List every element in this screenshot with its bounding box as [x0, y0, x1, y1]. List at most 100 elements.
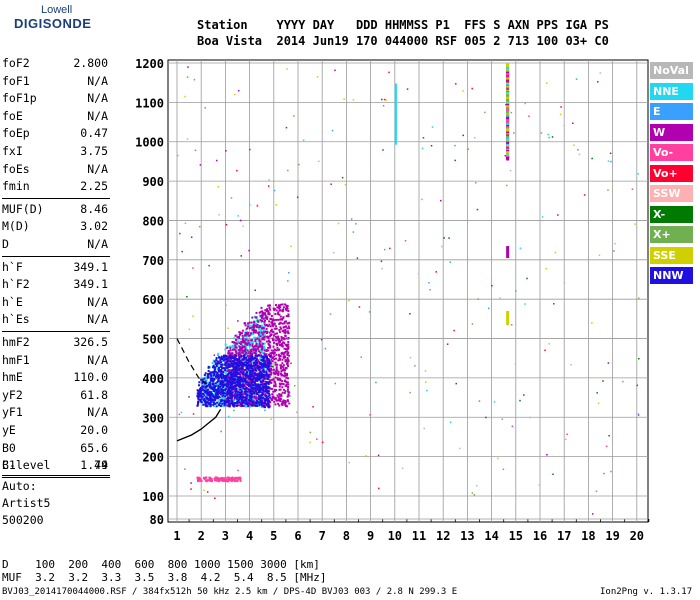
echo-point	[249, 395, 252, 398]
echo-point	[226, 403, 228, 405]
echo-point	[238, 354, 241, 357]
echo-point	[320, 338, 323, 341]
echo-point	[265, 335, 268, 338]
echo-point	[252, 369, 255, 372]
echo-point	[284, 329, 287, 332]
echo-point	[394, 102, 397, 106]
echo-point	[223, 355, 226, 358]
echo-point	[225, 365, 228, 368]
echo-point	[203, 399, 206, 402]
echo-point	[265, 396, 268, 399]
echo-point	[244, 379, 247, 382]
echo-point	[204, 380, 207, 383]
echo-point	[244, 382, 247, 385]
x-tick-label: 13	[460, 529, 474, 543]
echo-point	[238, 384, 241, 387]
echo-point	[265, 385, 268, 388]
echo-point	[249, 366, 252, 369]
echo-point	[526, 277, 528, 280]
echo-point	[234, 381, 237, 384]
echo-point	[262, 357, 265, 360]
echo-point	[267, 395, 270, 398]
echo-point	[262, 363, 265, 366]
echo-point	[605, 445, 608, 448]
echo-point	[251, 352, 254, 355]
echo-point	[248, 327, 251, 330]
echo-point	[286, 388, 289, 391]
echo-point	[258, 385, 261, 388]
echo-point	[271, 330, 274, 333]
param-he: h`E N/A	[2, 295, 108, 309]
echo-point	[211, 373, 214, 376]
echo-point	[257, 347, 260, 350]
echo-point	[394, 111, 397, 115]
echo-point	[257, 372, 260, 375]
echo-point	[220, 377, 223, 380]
echo-point	[274, 403, 277, 406]
echo-point	[233, 386, 236, 389]
echo-point	[268, 370, 271, 373]
echo-point	[239, 370, 242, 373]
echo-point	[344, 183, 347, 186]
echo-point	[274, 376, 277, 379]
echo-point	[197, 396, 200, 399]
echo-point	[578, 153, 581, 156]
echo-point	[231, 356, 234, 359]
echo-point	[199, 478, 202, 481]
echo-point	[417, 273, 420, 275]
echo-point	[454, 159, 456, 162]
echo-point	[278, 397, 281, 400]
echo-point	[262, 313, 265, 316]
echo-point	[264, 384, 267, 387]
echo-point	[287, 332, 290, 335]
echo-point	[259, 399, 262, 402]
echo-point	[284, 331, 287, 334]
echo-point	[271, 319, 274, 322]
echo-point	[268, 358, 271, 361]
echo-point	[262, 327, 265, 330]
echo-point	[263, 335, 266, 338]
echo-point	[219, 374, 222, 377]
echo-point	[250, 370, 253, 373]
echo-point	[261, 404, 264, 407]
echo-point	[286, 306, 289, 309]
separator	[2, 331, 110, 332]
echo-point	[211, 375, 214, 378]
echo-point	[381, 267, 383, 270]
echo-point	[238, 476, 241, 479]
echo-point	[229, 477, 232, 480]
echo-point	[235, 393, 238, 396]
echo-point	[324, 347, 327, 350]
param-label: foEs	[2, 161, 30, 176]
echo-point	[210, 382, 213, 385]
echo-point	[211, 398, 214, 401]
echo-point	[352, 99, 355, 101]
echo-point	[239, 373, 242, 376]
param-label: M(D)	[2, 219, 30, 234]
echo-point	[228, 363, 231, 366]
echo-point	[228, 399, 231, 402]
echo-point	[285, 315, 288, 318]
param-value: 349.1	[73, 277, 108, 292]
echo-point	[283, 375, 286, 378]
x-tick-label: 1	[173, 529, 180, 543]
echo-point	[282, 308, 285, 311]
y-tick-label: 700	[142, 254, 164, 268]
echo-point	[275, 336, 278, 339]
echo-point	[208, 401, 211, 404]
echo-point	[211, 366, 214, 369]
echo-point	[545, 267, 547, 270]
echo-point	[258, 404, 261, 407]
echo-point	[251, 400, 254, 403]
echo-point	[216, 388, 219, 391]
echo-point	[269, 379, 272, 382]
echo-point	[265, 332, 268, 335]
echo-point	[238, 395, 241, 398]
echo-point	[524, 102, 526, 105]
echo-point	[221, 376, 224, 379]
echo-point	[265, 381, 268, 384]
echo-point	[638, 297, 640, 300]
echo-point	[265, 394, 268, 397]
echo-point	[285, 380, 288, 383]
echo-point	[385, 99, 387, 101]
